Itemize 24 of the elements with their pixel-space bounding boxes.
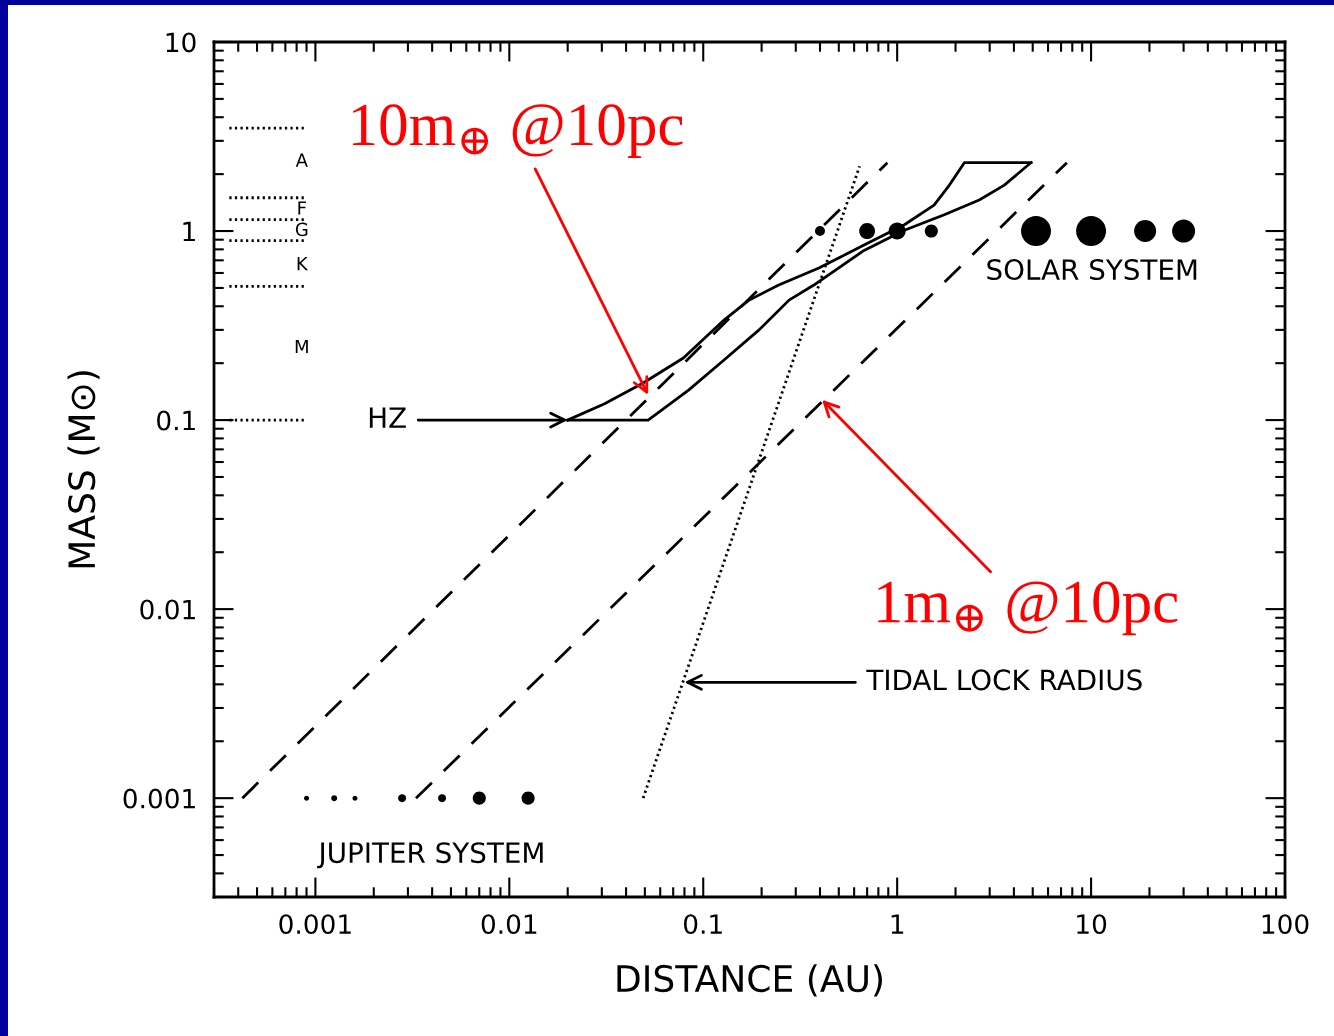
y-tick-label: 0.01: [140, 599, 195, 620]
annotation: 1m$_{⊕}$ @10pc: [878, 581, 1178, 636]
annotation: F: [298, 201, 306, 215]
annotation: G: [295, 222, 308, 237]
y-tick-label: 0.001: [123, 788, 195, 809]
x-tick-label: 0.01: [481, 914, 537, 935]
x-tick-label: 10: [1077, 914, 1107, 935]
annotation: 10m$_{⊕}$ @10pc: [352, 104, 683, 158]
annotation: SOLAR SYSTEM: [987, 259, 1197, 281]
annotation: A: [295, 153, 308, 167]
annotation: HZ: [369, 407, 406, 428]
annotation: TIDAL LOCK RADIUS: [866, 669, 1142, 691]
x-tick-label: 1: [891, 914, 904, 934]
y-axis-title: MASS (M⊙): [67, 371, 100, 568]
x-tick-label: 0.001: [279, 914, 351, 935]
y-tick-label: 1: [183, 221, 195, 242]
x-tick-label: 100: [1262, 914, 1309, 935]
x-axis-title: DISTANCE (AU): [617, 964, 882, 997]
annotation: M: [295, 339, 308, 354]
annotation: JUPITER SYSTEM: [317, 842, 543, 869]
x-tick-label: 0.1: [683, 914, 722, 935]
y-tick-label: 10: [166, 32, 196, 53]
y-tick-label: 0.1: [157, 410, 195, 431]
annotation: K: [297, 256, 309, 271]
